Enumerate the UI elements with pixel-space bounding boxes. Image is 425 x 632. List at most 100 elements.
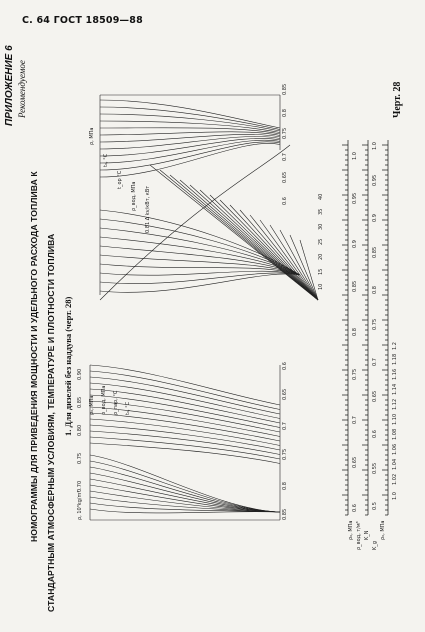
- temperature-mark: 10: [318, 284, 324, 290]
- left-lower-curve: [89, 454, 281, 513]
- right-curve: [99, 136, 281, 150]
- scale-a1-label: 1.0: [352, 152, 358, 160]
- left-curve-family: [89, 364, 281, 464]
- scale-a1-label: 0.9: [352, 240, 358, 248]
- fan-line: [229, 204, 319, 301]
- scale-a1-label: 0.8: [352, 328, 358, 336]
- scale-a1-label: 0.7: [352, 416, 358, 424]
- left-curve: [89, 382, 281, 419]
- left-axis-title: ρ_вод, МПа: [101, 386, 107, 415]
- fan-line: [199, 189, 319, 301]
- fan-line-family: [99, 144, 319, 301]
- right-curve: [99, 120, 281, 133]
- left-curve: [89, 370, 281, 410]
- scale-axis-label: K_N: [364, 530, 370, 540]
- fan-line: [269, 224, 319, 301]
- right-axis-title: ρ, МПа: [89, 128, 95, 146]
- left-rho-label: ρ, 10³kg/m³: [77, 491, 83, 520]
- left-lower-curve: [89, 466, 281, 513]
- right-curve: [99, 131, 281, 136]
- scale-a2-label: 0.6: [372, 430, 378, 438]
- left-axis-value: 0.8: [282, 482, 288, 490]
- scale-axes: [342, 140, 389, 516]
- left-rho-label: 0.70: [77, 481, 83, 492]
- right-lower-curve: [99, 218, 301, 276]
- left-curve: [89, 406, 281, 437]
- right-curve: [99, 113, 281, 132]
- left-curve: [89, 364, 281, 406]
- fan-line: [289, 234, 319, 301]
- fan-line: [149, 164, 319, 301]
- scale-a2-label: 0.9: [372, 214, 378, 222]
- left-nomogram: [89, 364, 281, 521]
- right-curve: [99, 139, 281, 164]
- scale-a1-label: 0.85: [352, 281, 358, 292]
- scale-a3-label: 1.02: [392, 474, 398, 485]
- fan-line: [239, 209, 319, 301]
- left-curve: [89, 418, 281, 446]
- right-curve: [99, 143, 281, 178]
- left-rho-label: 0.85: [77, 397, 83, 408]
- fan-line: [299, 239, 319, 301]
- temperature-mark: 25: [318, 239, 324, 245]
- scale-a3-label: 1.0: [392, 492, 398, 500]
- right-lower-curve: [99, 236, 301, 276]
- scale-a2-label: 0.65: [372, 391, 378, 402]
- temperature-mark: 15: [318, 269, 324, 275]
- fan-line: [259, 219, 319, 301]
- scale-axis-label: ρ_вод, т/м³: [356, 521, 362, 550]
- scale-a3-label: 1.16: [392, 369, 398, 380]
- scale-a3-label: 1.08: [392, 429, 398, 440]
- right-axis-value: 0.7: [282, 153, 288, 161]
- right-axis-title: ρ_вод, МПа: [131, 182, 137, 211]
- scale-a2-label: 0.95: [372, 175, 378, 186]
- scale-a3-label: 1.12: [392, 399, 398, 410]
- scale-a3-label: 1.18: [392, 354, 398, 365]
- fan-line: [189, 184, 319, 301]
- scale-a2-label: 0.5: [372, 502, 378, 510]
- scale-a2-label: 0.55: [372, 463, 378, 474]
- left-axis-value: 0.65: [282, 389, 288, 400]
- fan-line: [209, 194, 319, 301]
- scale-a3-label: 1.14: [392, 384, 398, 395]
- scale-a1-label: 0.75: [352, 369, 358, 380]
- left-curve: [89, 436, 281, 460]
- left-curve: [89, 424, 281, 451]
- page-header: С. 64 ГОСТ 18509—88: [22, 15, 143, 26]
- left-axis-title: ρ₀, МПа: [89, 396, 95, 416]
- left-curve: [89, 376, 281, 415]
- temperature-mark: 35: [318, 209, 324, 215]
- right-lower-curve: [99, 227, 301, 276]
- right-axis-value: 0.75: [282, 128, 288, 139]
- left-rho-label: 0.90: [77, 369, 83, 380]
- right-lower-curve: [99, 273, 301, 293]
- fan-line: [249, 214, 319, 301]
- scale-a1-label: 0.65: [352, 457, 358, 468]
- right-curve: [99, 106, 281, 130]
- right-axis-value: 0.65: [282, 172, 288, 183]
- left-axis-value: 0.75: [282, 449, 288, 460]
- right-lower-curve: [99, 272, 301, 284]
- scale-a1-label: 0.95: [352, 193, 358, 204]
- right-nomogram: [99, 94, 319, 301]
- left-axis-value: 0.6: [282, 362, 288, 370]
- left-curve: [89, 388, 281, 424]
- scale-axis-label: ρ₀, МПа: [380, 521, 386, 541]
- scale-a2-label: 0.75: [372, 319, 378, 330]
- left-rho-label: 0.80: [77, 425, 83, 436]
- scale-axis-label: ρ₀, МПа: [348, 521, 354, 541]
- scale-axis-label: K_g: [372, 541, 378, 550]
- left-axis-title: ρ_пар, °C: [113, 390, 119, 415]
- right-curve: [99, 134, 281, 143]
- left-lower-curve: [89, 508, 281, 514]
- scale-a2-label: 0.85: [372, 247, 378, 258]
- fan-line: [219, 199, 319, 301]
- left-axis-title: t₀, °C: [125, 401, 131, 415]
- left-lower-curve: [89, 484, 281, 513]
- left-axis-value: 0.85: [282, 509, 288, 520]
- right-axis-title: t₀, °C: [103, 153, 109, 167]
- left-curve: [89, 394, 281, 428]
- right-curve: [99, 138, 281, 157]
- right-axis-title: t_ор °C: [117, 170, 123, 189]
